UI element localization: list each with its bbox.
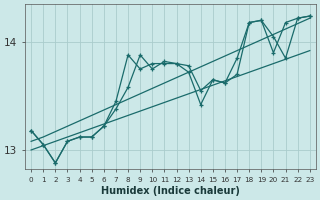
X-axis label: Humidex (Indice chaleur): Humidex (Indice chaleur) (101, 186, 240, 196)
